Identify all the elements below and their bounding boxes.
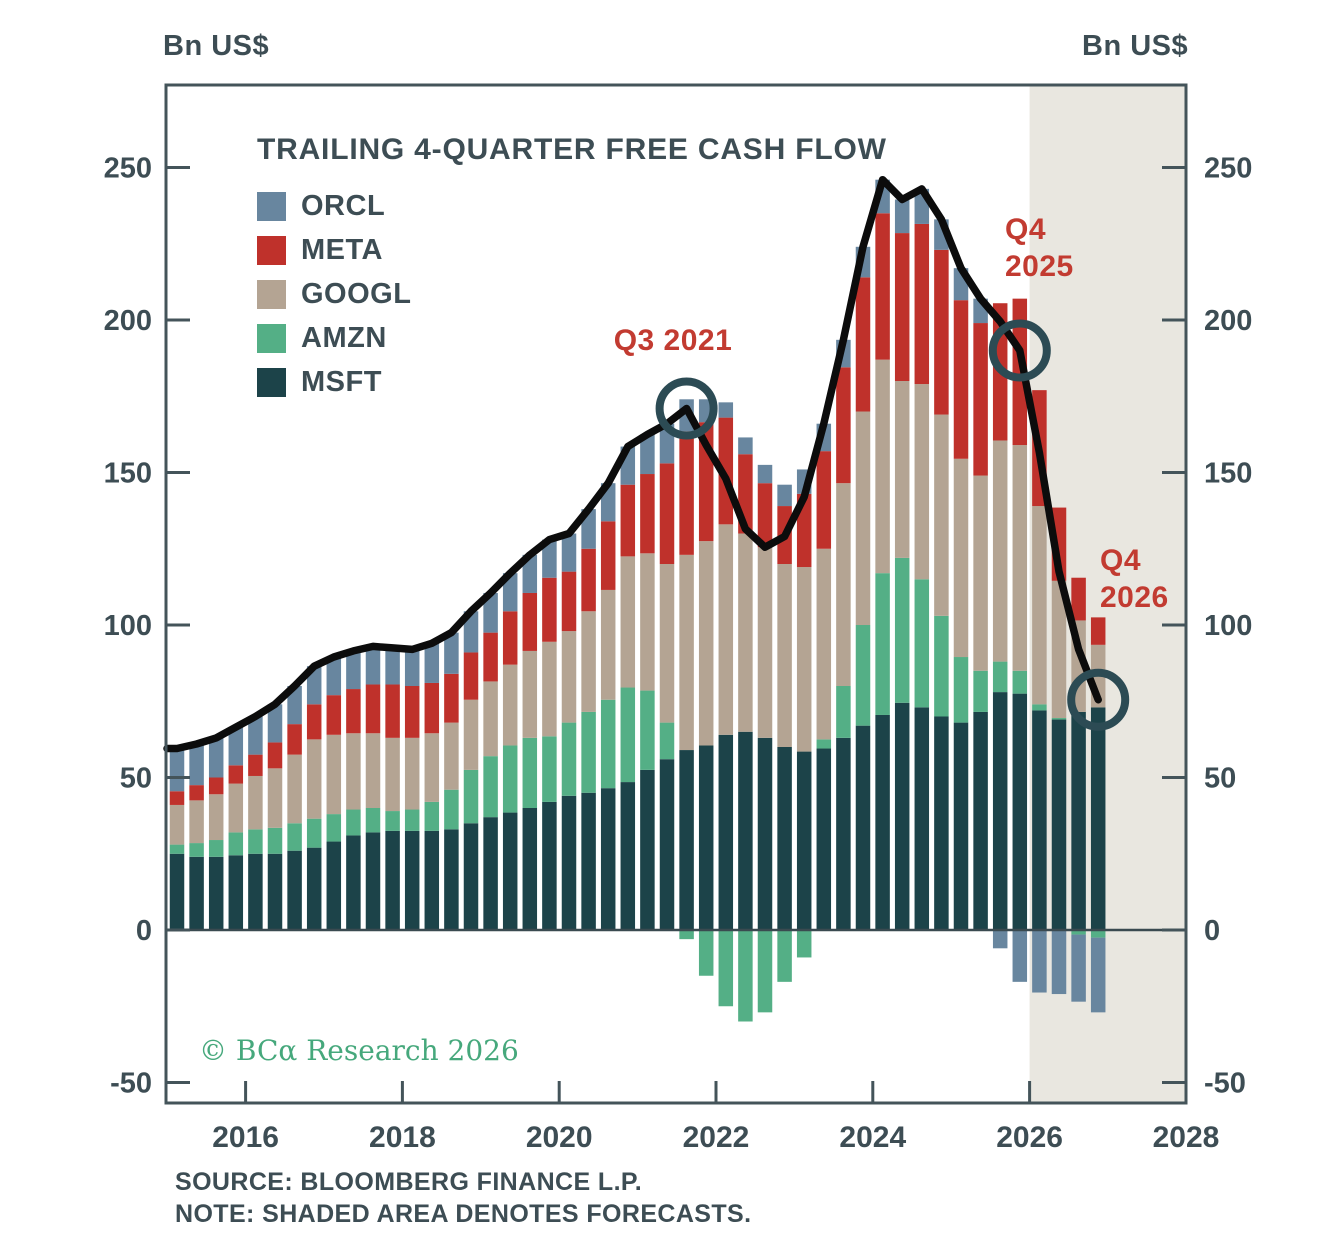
orcl-swatch-icon: [257, 191, 286, 221]
meta-swatch-icon: [257, 235, 286, 265]
y-axis-ticks: 250 250 200 200 150 150 100 100 50 50 0 0 -50 -50: [104, 153, 1253, 1100]
copyright-watermark: © BCα Research 2026: [199, 1034, 519, 1067]
legend-label-orcl: ORCL: [301, 189, 386, 222]
annotation-line: Q4: [1005, 213, 1047, 246]
svg-text:200: 200: [1204, 305, 1252, 337]
svg-text:2018: 2018: [369, 1121, 436, 1154]
svg-text:100: 100: [104, 610, 152, 642]
svg-text:2028: 2028: [1153, 1121, 1220, 1154]
annotation-q4-2026: Q4 2026: [1100, 542, 1169, 616]
svg-text:2022: 2022: [683, 1121, 750, 1154]
svg-text:2016: 2016: [212, 1121, 279, 1154]
legend-item-msft: MSFT: [257, 365, 411, 398]
svg-text:50: 50: [120, 763, 152, 795]
note-text: NOTE: SHADED AREA DENOTES FORECASTS.: [175, 1200, 752, 1228]
svg-text:2024: 2024: [839, 1121, 906, 1154]
source-text: SOURCE: BLOOMBERG FINANCE L.P.: [175, 1168, 643, 1196]
legend-item-meta: META: [257, 233, 411, 266]
stacked-bars: [169, 179, 1106, 1022]
svg-text:2026: 2026: [996, 1121, 1063, 1154]
svg-text:150: 150: [104, 458, 152, 490]
annotation-line: 2025: [1005, 250, 1074, 283]
annotation-ring: [988, 319, 1051, 382]
annotation-ring: [1067, 668, 1130, 731]
legend-item-orcl: ORCL: [257, 189, 411, 222]
legend-label-googl: GOOGL: [301, 277, 412, 310]
googl-swatch-icon: [257, 279, 286, 309]
svg-text:200: 200: [104, 305, 152, 337]
y-axis-unit-left: Bn US$: [163, 30, 270, 62]
msft-swatch-icon: [257, 367, 286, 397]
svg-text:-50: -50: [1204, 1068, 1246, 1100]
svg-text:2020: 2020: [526, 1121, 593, 1154]
amzn-swatch-icon: [257, 323, 286, 353]
svg-text:-50: -50: [110, 1068, 152, 1100]
legend-item-amzn: AMZN: [257, 321, 411, 354]
svg-text:150: 150: [1204, 458, 1252, 490]
svg-text:250: 250: [1204, 153, 1252, 185]
annotation-line: 2026: [1100, 581, 1169, 614]
annotation-ring: [655, 377, 718, 440]
total-line: [163, 175, 1102, 753]
annotation-q4-2025: Q4 2025: [1005, 211, 1074, 285]
legend-label-meta: META: [301, 233, 384, 266]
legend-item-googl: GOOGL: [257, 277, 412, 310]
svg-text:100: 100: [1204, 610, 1252, 642]
legend-label-amzn: AMZN: [301, 321, 387, 354]
annotation-line: Q4: [1100, 544, 1142, 577]
svg-text:50: 50: [1204, 763, 1236, 795]
svg-text:250: 250: [104, 153, 152, 185]
annotation-q3-2021: Q3 2021: [598, 322, 748, 359]
legend: ORCL META GOOGL AMZN MSFT: [257, 189, 412, 411]
legend-label-msft: MSFT: [301, 365, 382, 398]
y-axis-unit-right: Bn US$: [1082, 30, 1189, 62]
plot-border: [164, 83, 1188, 1105]
chart-title: TRAILING 4-QUARTER FREE CASH FLOW: [257, 133, 887, 166]
svg-text:0: 0: [1204, 915, 1220, 947]
annotation-line: Q3 2021: [613, 324, 733, 357]
svg-text:0: 0: [136, 915, 152, 947]
x-axis-ticks: 2016 2018 2020 2022 2024 2026 2028: [212, 1081, 1219, 1154]
